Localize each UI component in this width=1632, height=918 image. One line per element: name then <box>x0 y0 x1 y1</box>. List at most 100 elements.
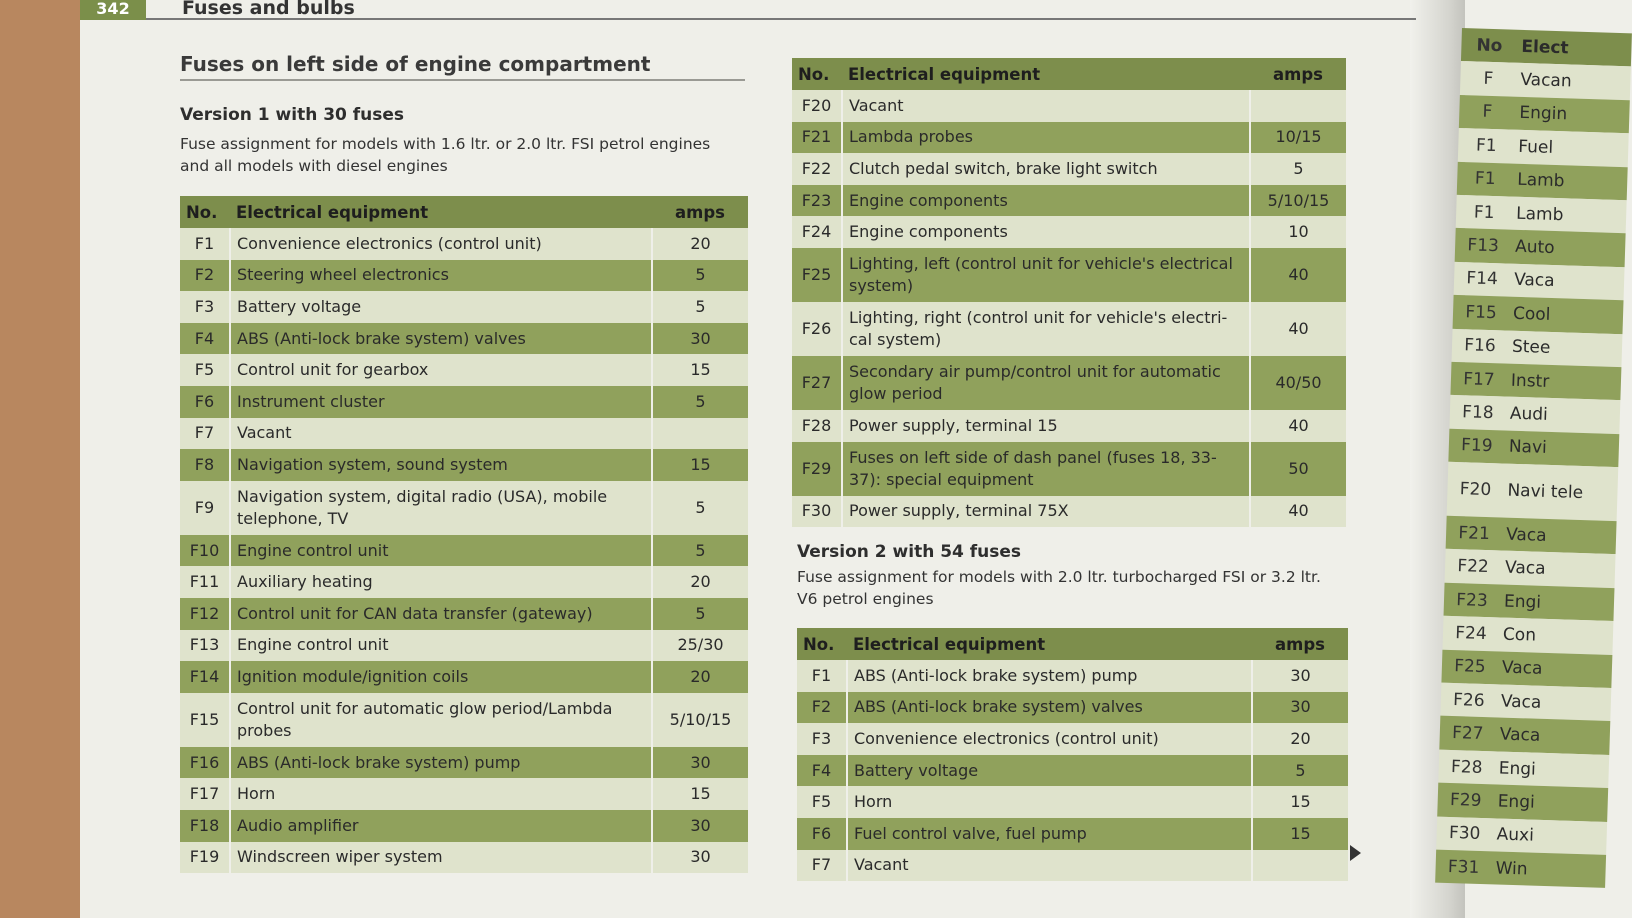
fuse-equipment: ABS (Anti-lock brake system) valves <box>847 691 1253 724</box>
fuse-number: F8 <box>180 449 231 481</box>
fuse-number: F27 <box>1451 723 1484 745</box>
right-page-row: F Engin <box>1458 94 1630 134</box>
fuse-equipment: Control unit for gearbox <box>230 354 653 386</box>
table-row: F22 Clutch pedal switch, brake light swit… <box>792 153 1346 185</box>
fuse-number: F19 <box>1460 435 1493 457</box>
table-row: F2 ABS (Anti-lock brake system) valves 30 <box>797 691 1348 724</box>
fuse-number: F25 <box>1453 656 1486 678</box>
fuse-number: F13 <box>180 629 231 662</box>
version1-desc-line1: Fuse assignment for models with 1.6 ltr.… <box>180 135 711 153</box>
fuse-equipment: Lighting, right (control unit for vehicl… <box>842 301 1251 356</box>
fuse-amps: 15 <box>652 778 748 810</box>
fuse-equipment: Convenience electronics (control unit) <box>230 228 653 260</box>
fuse-amps: 30 <box>652 746 748 779</box>
fuse-equipment: Auxiliary heating <box>230 566 653 598</box>
table-row: F6 Fuel control valve, fuel pump 15 <box>797 817 1348 850</box>
fuse-number: F18 <box>1461 402 1494 424</box>
fuse-number: F11 <box>180 566 231 598</box>
fuse-equipment: Vaca <box>1505 524 1547 546</box>
fuse-amps: 15 <box>1252 817 1348 850</box>
right-page-row: F13 Auto <box>1454 228 1626 267</box>
right-page-row: F31 Win <box>1435 849 1607 889</box>
table-row: F9 Navigation system, digital radio (USA)… <box>180 480 748 535</box>
fuse-amps: 40 <box>1250 409 1346 442</box>
right-page-row: F1 Fuel <box>1457 128 1629 167</box>
fuse-amps: 20 <box>1252 723 1348 755</box>
table-row: F1 ABS (Anti-lock brake system) pump 30 <box>797 660 1348 692</box>
fuse-number: F31 <box>1447 856 1480 878</box>
fuse-equipment: Power supply, terminal 15 <box>842 409 1251 442</box>
table-row: F6 Instrument cluster 5 <box>180 385 748 418</box>
fuse-equipment: Navi tele <box>1507 480 1584 504</box>
table-row: F5 Horn 15 <box>797 786 1348 818</box>
right-page-header-equipment: Elect <box>1521 36 1569 59</box>
fuse-amps: 5/10/15 <box>1250 184 1346 217</box>
table-row: F17 Horn 15 <box>180 778 748 810</box>
table-row: F5 Control unit for gearbox 15 <box>180 354 748 386</box>
fuse-amps: 30 <box>1252 691 1348 724</box>
fuse-equipment: Clutch pedal switch, brake light switch <box>842 153 1251 185</box>
right-page-row: F14 Vaca <box>1453 261 1625 301</box>
fuse-amps: 25/30 <box>652 629 748 662</box>
fuse-amps <box>1250 90 1346 122</box>
fuse-table-version2: No. Electrical equipment amps F1 ABS (Ant… <box>797 628 1348 882</box>
fuse-number: F24 <box>792 216 843 248</box>
table-row: F7 Vacant <box>180 417 748 450</box>
fuse-number: F17 <box>180 778 231 810</box>
fuse-number: F10 <box>180 534 231 567</box>
fuse-number: F16 <box>1463 335 1497 357</box>
fuse-equipment: Stee <box>1511 336 1551 359</box>
table-row: F7 Vacant <box>797 849 1348 882</box>
col-header-amps: amps <box>1250 58 1346 90</box>
fuse-equipment: Fuses on left side of dash panel (fuses … <box>842 441 1251 496</box>
right-page-row: F18 Audi <box>1449 395 1621 434</box>
fuse-amps: 30 <box>652 809 748 842</box>
page-number: 342 <box>80 0 146 20</box>
table-row: F8 Navigation system, sound system 15 <box>180 449 748 481</box>
right-page-row: F22 Vaca <box>1444 549 1616 588</box>
fuse-equipment: Vacant <box>230 417 653 450</box>
version2-desc-line1: Fuse assignment for models with 2.0 ltr.… <box>797 568 1321 586</box>
fuse-equipment: Fuel control valve, fuel pump <box>847 817 1253 850</box>
version2-desc: Fuse assignment for models with 2.0 ltr.… <box>797 566 1321 610</box>
fuse-number: F22 <box>792 153 843 185</box>
fuse-amps: 30 <box>1252 660 1348 692</box>
fuse-number: F9 <box>180 480 231 535</box>
fuse-number: F1 <box>180 228 231 260</box>
table-row: F26 Lighting, right (control unit for veh… <box>792 301 1346 356</box>
fuse-equipment: ABS (Anti-lock brake system) valves <box>230 322 653 355</box>
version2-title: Version 2 with 54 fuses <box>797 542 1022 562</box>
fuse-table-version1: No. Electrical equipment amps F1 Convenie… <box>180 196 748 874</box>
table-row: F30 Power supply, terminal 75X 40 <box>792 495 1346 528</box>
fuse-equipment: ABS (Anti-lock brake system) pump <box>230 746 653 779</box>
right-page-row: F20 Navi tele <box>1446 461 1619 522</box>
fuse-number: F13 <box>1467 235 1500 257</box>
fuse-amps: 40 <box>1250 247 1346 302</box>
right-page-row: F23 Engi <box>1443 582 1615 622</box>
right-page-row: F25 Vaca <box>1441 649 1613 689</box>
fuse-amps: 10 <box>1250 216 1346 248</box>
right-page-row: F1 Lamb <box>1455 194 1627 234</box>
right-page-row: F30 Auxi <box>1436 816 1608 855</box>
fuse-amps: 5 <box>652 597 748 630</box>
right-page-row: F17 Instr <box>1450 361 1622 401</box>
fuse-equipment: Horn <box>847 786 1253 818</box>
version1-title: Version 1 with 30 fuses <box>180 105 405 125</box>
fuse-equipment: Engine control unit <box>230 629 653 662</box>
fuse-number: F <box>1482 102 1493 123</box>
col-header-equipment: Electrical equipment <box>230 196 652 228</box>
fuse-number: F17 <box>1462 368 1495 390</box>
continue-arrow-icon <box>1350 845 1361 861</box>
table-row: F21 Lambda probes 10/15 <box>792 121 1346 154</box>
fuse-equipment: Lamb <box>1515 203 1564 225</box>
table-row: F20 Vacant <box>792 90 1346 122</box>
table-row: F18 Audio amplifier 30 <box>180 809 748 842</box>
fuse-amps: 5 <box>652 291 748 323</box>
fuse-number: F1 <box>1474 168 1496 190</box>
table-row: F4 ABS (Anti-lock brake system) valves 30 <box>180 322 748 355</box>
header-rule <box>146 18 1416 20</box>
fuse-amps: 5 <box>652 480 748 535</box>
fuse-equipment: Navigation system, sound system <box>230 449 653 481</box>
fuse-number: F21 <box>792 121 843 154</box>
fuse-number: F15 <box>1465 302 1498 324</box>
